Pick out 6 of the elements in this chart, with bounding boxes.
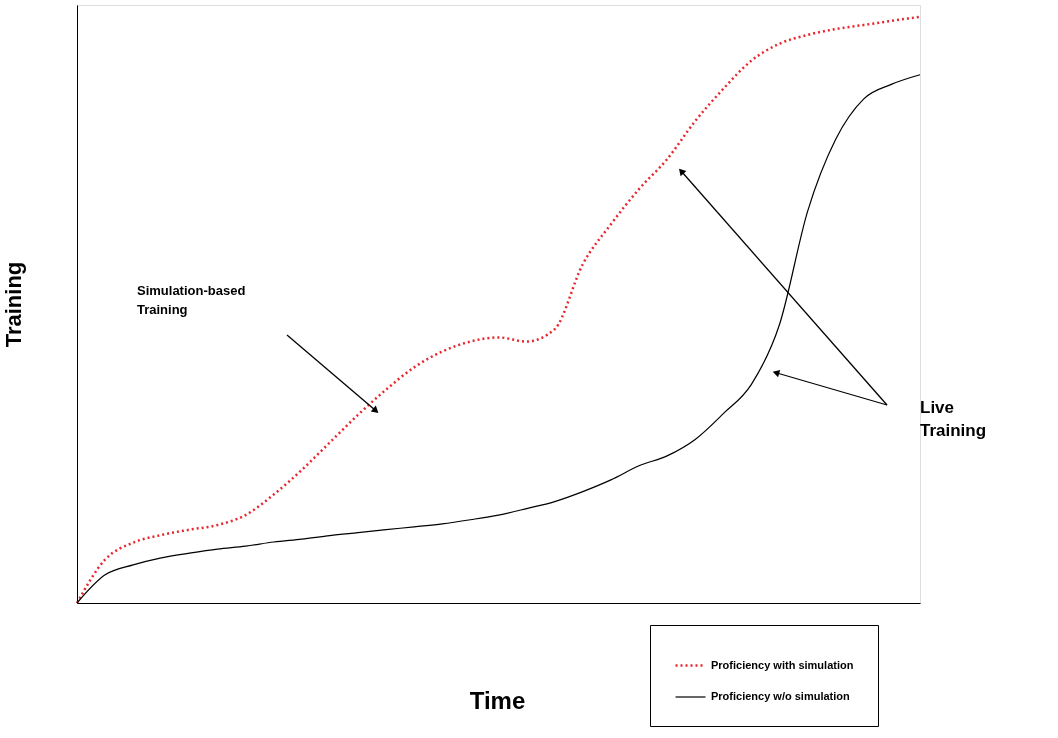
y-axis-title: Training	[0, 261, 26, 348]
legend-label: Proficiency with simulation	[711, 658, 854, 671]
legend-label: Proficiency w/o simulation	[711, 690, 851, 702]
annotation: Live Training	[920, 398, 987, 440]
x-axis-title: Time	[469, 686, 526, 714]
annotation: Simulation-based Training	[137, 283, 246, 317]
